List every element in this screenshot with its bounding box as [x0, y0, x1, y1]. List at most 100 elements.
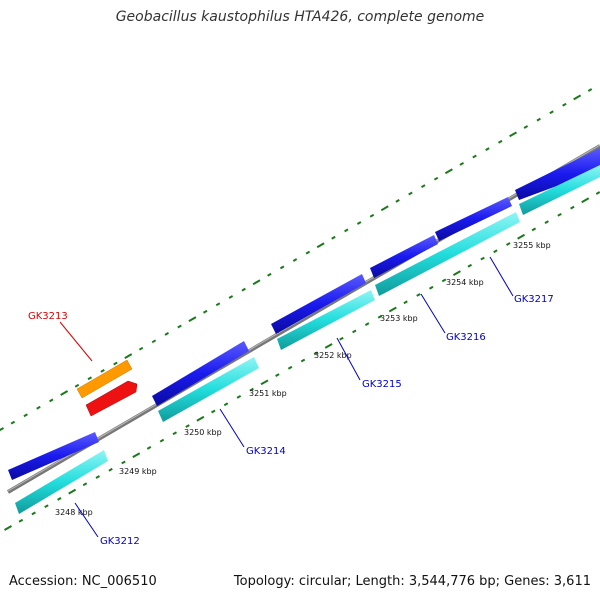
- inner-tick-mark: [82, 482, 88, 487]
- gene-label-gk3212[interactable]: GK3212: [100, 536, 140, 547]
- inner-tick-mark: [172, 431, 177, 436]
- outer-tick-mark: [292, 258, 298, 262]
- leader-gk3216: [420, 293, 446, 334]
- scale-label: 3253 kbp: [380, 314, 418, 323]
- gene-gk3217-forward[interactable]: [435, 197, 512, 241]
- leader-gk3215: [336, 337, 361, 381]
- inner-tick-mark: [429, 285, 434, 290]
- outer-tick-mark: [395, 199, 400, 203]
- gene-label-gk3214[interactable]: GK3214: [246, 446, 286, 457]
- outer-tick-mark: [573, 94, 582, 101]
- inner-tick-mark: [377, 314, 383, 319]
- inner-tick-mark: [223, 402, 229, 407]
- outer-tick-mark: [472, 154, 477, 159]
- outer-tick-mark: [151, 339, 157, 344]
- inner-tick-mark: [31, 511, 36, 516]
- outer-tick-mark: [356, 221, 362, 225]
- gene-gk3218-forward[interactable]: [515, 148, 600, 200]
- inner-tick-mark: [159, 438, 165, 443]
- gene-gk3214-forward[interactable]: [152, 341, 249, 406]
- inner-tick-mark: [480, 256, 485, 261]
- outer-tick-mark: [509, 131, 517, 138]
- outer-tick-mark: [49, 398, 54, 403]
- outer-tick-mark: [164, 332, 169, 336]
- leader-gk3212: [74, 502, 99, 538]
- gene-gk3217-reverse[interactable]: [519, 165, 600, 215]
- genome-summary-text: Topology: circular; Length: 3,544,776 bp…: [233, 574, 591, 589]
- outer-tick-mark: [459, 162, 464, 166]
- outer-tick-mark: [549, 110, 554, 115]
- gene-gk3216-reverse[interactable]: [375, 212, 520, 296]
- inner-tick-mark: [57, 497, 62, 501]
- outer-tick-mark: [252, 279, 261, 286]
- inner-tick-mark: [146, 446, 152, 450]
- inner-tick-mark: [68, 488, 77, 495]
- outer-tick-mark: [177, 324, 182, 329]
- inner-tick-mark: [185, 424, 190, 428]
- inner-tick-mark: [196, 415, 205, 422]
- inner-tick-mark: [416, 293, 421, 297]
- outer-tick-mark: [485, 147, 490, 151]
- inner-tick-mark: [441, 278, 447, 283]
- outer-tick-mark: [138, 346, 144, 351]
- outer-tick-mark: [421, 184, 426, 188]
- outer-tick-mark: [74, 383, 80, 388]
- inner-tick-mark: [493, 249, 498, 254]
- inner-tick-mark: [403, 300, 408, 305]
- gene-label-gk3216[interactable]: GK3216: [446, 332, 486, 343]
- gene-gk3216-forward[interactable]: [370, 235, 438, 278]
- gene-gk3214-reverse[interactable]: [158, 357, 259, 422]
- leader-gk3213: [59, 321, 93, 362]
- outer-tick-mark: [215, 302, 221, 307]
- outer-tick-mark: [523, 125, 529, 129]
- gene-gk3213-inner-arrow[interactable]: [85, 380, 138, 417]
- inner-tick-mark: [211, 409, 216, 414]
- outer-tick-mark: [433, 176, 439, 181]
- outer-tick-mark: [562, 102, 567, 107]
- inner-tick-mark: [595, 191, 600, 195]
- outer-tick-mark: [444, 168, 453, 175]
- gene-gk3212-forward[interactable]: [8, 432, 99, 480]
- inner-tick-mark: [4, 525, 12, 531]
- leader-gk3217: [489, 256, 514, 297]
- inner-tick-mark: [132, 452, 141, 458]
- inner-tick-mark: [300, 358, 306, 363]
- gene-gk3212-reverse[interactable]: [15, 450, 108, 514]
- inner-tick-mark: [95, 475, 100, 479]
- outer-tick-mark: [113, 361, 118, 366]
- gene-label-leaders: [59, 256, 514, 538]
- outer-tick-mark: [380, 205, 389, 212]
- inner-tick-mark: [467, 263, 472, 268]
- inner-tick-mark: [352, 329, 357, 334]
- outer-tick-mark: [331, 235, 336, 240]
- inner-tick-mark: [557, 213, 562, 217]
- inner-tick-mark: [388, 306, 397, 313]
- outer-tick-mark: [241, 287, 246, 292]
- outer-tick-mark: [188, 316, 197, 322]
- gene-gk3213-outer-arrow[interactable]: [76, 359, 133, 399]
- inner-tick-mark: [44, 504, 49, 508]
- outer-tick-mark: [498, 139, 503, 144]
- gene-label-gk3217[interactable]: GK3217: [514, 294, 554, 305]
- scale-labels: 3248 kbp 3249 kbp 3250 kbp 3251 kbp 3252…: [55, 241, 551, 517]
- inner-tick-mark: [581, 197, 590, 204]
- inner-tick-mark: [287, 365, 293, 370]
- gene-label-gk3213[interactable]: GK3213: [28, 311, 68, 322]
- outer-tick-mark: [10, 420, 16, 425]
- outer-tick-mark: [305, 250, 311, 255]
- gene-label-gk3215[interactable]: GK3215: [362, 379, 402, 390]
- outer-tick-mark: [587, 88, 593, 92]
- scale-label: 3250 kbp: [184, 428, 222, 437]
- scale-label: 3251 kbp: [249, 389, 287, 398]
- inner-tick-mark: [275, 373, 280, 377]
- outer-tick-mark: [124, 353, 133, 359]
- gene-gk3215-reverse[interactable]: [277, 290, 375, 350]
- gene-gk3215-forward[interactable]: [271, 274, 366, 334]
- outer-tick-mark: [23, 413, 28, 418]
- outer-tick-mark: [228, 295, 234, 299]
- inner-tick-mark: [364, 322, 370, 326]
- outer-tick-mark: [87, 376, 92, 381]
- inner-tick-mark: [531, 227, 537, 232]
- inner-tick-mark: [249, 387, 254, 392]
